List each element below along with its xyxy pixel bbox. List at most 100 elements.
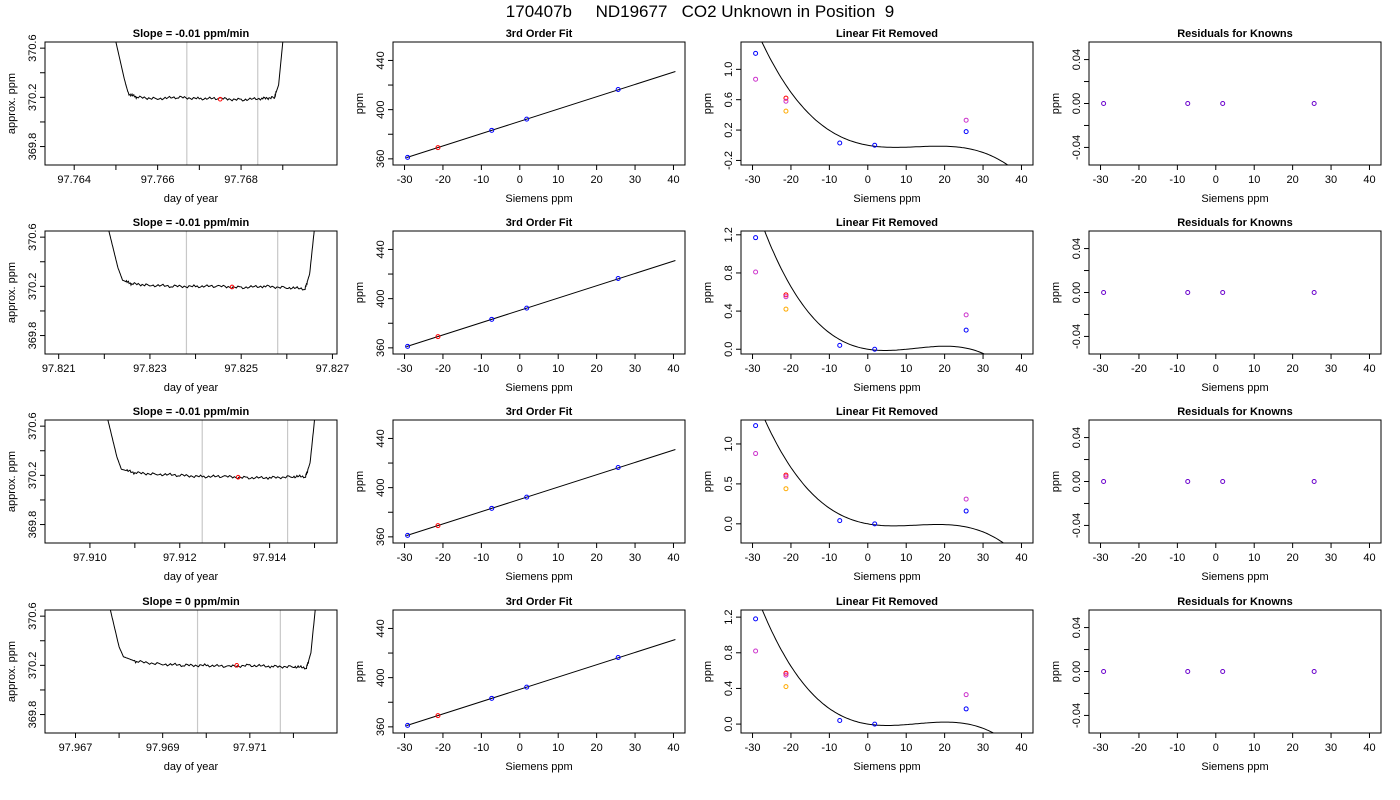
y-tick-label: -0.04 [1071,135,1083,160]
y-tick-label: 1.2 [723,227,735,242]
y-tick-label: 440 [375,619,387,637]
chart-title: Slope = -0.01 ppm/min [133,217,250,229]
data-point [1311,290,1317,295]
data-point [1220,669,1226,674]
x-tick-label: 10 [1248,742,1260,754]
chart-title: Linear Fit Removed [836,217,938,229]
x-tick-label: 20 [591,174,603,186]
chart-panel-15-linear-removed: Linear Fit Removed Siemens ppm ppm -30 -20 -1… [702,596,1034,773]
plot-area [753,42,1009,165]
x-tick-label: 20 [939,174,951,186]
x-tick-label: 0 [1213,174,1219,186]
data-point [489,316,495,322]
data-point [783,672,789,678]
data-point [783,95,789,101]
x-tick-label: 20 [1287,552,1299,564]
x-tick-label: 30 [977,363,989,375]
x-tick-label: -20 [435,552,451,564]
data-point [963,312,969,318]
data-point [615,86,621,92]
x-tick-label: 20 [939,552,951,564]
plot-area [753,610,995,733]
y-tick-label: 0.04 [1071,617,1083,638]
x-axis-label: Siemens ppm [505,571,572,583]
data-point [1311,669,1317,674]
data-point [783,474,789,480]
x-tick-label: 10 [552,552,564,564]
cubic-curve [764,231,986,354]
data-point [1185,669,1191,674]
y-axis-label: ppm [354,661,366,682]
y-tick-label: 360 [375,150,387,168]
x-tick-label: 0 [1213,742,1219,754]
data-point [405,343,411,349]
data-point [837,718,843,724]
x-axis-label: day of year [164,193,219,205]
data-point [753,50,759,56]
x-tick-label: -20 [435,363,451,375]
plot-area [405,260,676,349]
chart-title: Residuals for Knowns [1177,596,1293,608]
y-axis-label: ppm [702,282,714,303]
x-axis-label: Siemens ppm [1201,193,1268,205]
x-tick-label: -30 [745,174,761,186]
x-tick-label: -10 [473,552,489,564]
y-axis-label: ppm [1050,471,1062,492]
x-tick-label: 40 [1015,742,1027,754]
data-point [783,684,789,690]
plot-frame [1088,230,1382,355]
y-tick-label: 370.2 [27,652,39,680]
y-tick-label: 0.8 [723,265,735,280]
x-tick-label: -10 [821,174,837,186]
chart-panel-8-residuals: Residuals for Knowns Siemens ppm ppm -30 -20… [1050,217,1382,394]
x-tick-label: 97.910 [73,552,107,564]
plot-area [108,231,315,354]
x-tick-label: 20 [591,363,603,375]
x-tick-label: 20 [1287,363,1299,375]
plot-area [405,71,676,160]
y-tick-label: 0.04 [1071,238,1083,259]
plot-area [753,231,986,354]
x-tick-label: 30 [629,742,641,754]
x-tick-label: -20 [1131,174,1147,186]
x-tick-label: 10 [552,742,564,754]
y-tick-label: 369.8 [27,701,39,729]
x-tick-label: -20 [783,742,799,754]
x-tick-label: -20 [435,174,451,186]
x-tick-label: -20 [1131,742,1147,754]
x-tick-label: -20 [1131,363,1147,375]
chart-panel-1-trace: Slope = -0.01 ppm/min day of year approx. … [6,28,338,205]
chart-title: Slope = -0.01 ppm/min [133,406,250,418]
data-point [783,292,789,298]
x-tick-label: 20 [939,363,951,375]
x-tick-label: 10 [900,174,912,186]
x-tick-label: 30 [629,363,641,375]
y-tick-label: 360 [375,339,387,357]
x-tick-label: 0 [865,174,871,186]
y-tick-label: 0.00 [1071,661,1083,682]
x-tick-label: 97.825 [224,363,258,375]
x-tick-label: -20 [783,174,799,186]
y-tick-label: -0.04 [1071,324,1083,349]
data-point [1220,479,1226,484]
x-tick-label: -10 [821,552,837,564]
y-tick-label: 400 [375,289,387,307]
data-point [615,275,621,281]
chart-panel-2-fit: 3rd Order Fit Siemens ppm ppm -30 -20 -10 0 10 2… [354,28,686,205]
y-tick-label: 370.6 [27,602,39,630]
data-point [435,713,441,719]
plot-frame [44,419,338,544]
chart-panel-16-residuals: Residuals for Knowns Siemens ppm ppm -30 -20… [1050,596,1382,773]
plot-area [1101,290,1317,295]
data-point [1101,290,1107,295]
y-axis-label: ppm [354,471,366,492]
y-tick-label: 400 [375,478,387,496]
data-point [405,722,411,728]
data-point [1220,101,1226,106]
x-tick-label: -10 [473,174,489,186]
y-tick-label: 0.4 [723,681,735,696]
y-tick-label: 0.5 [723,476,735,491]
y-tick-label: 0.0 [723,342,735,357]
plot-frame [1088,419,1382,544]
